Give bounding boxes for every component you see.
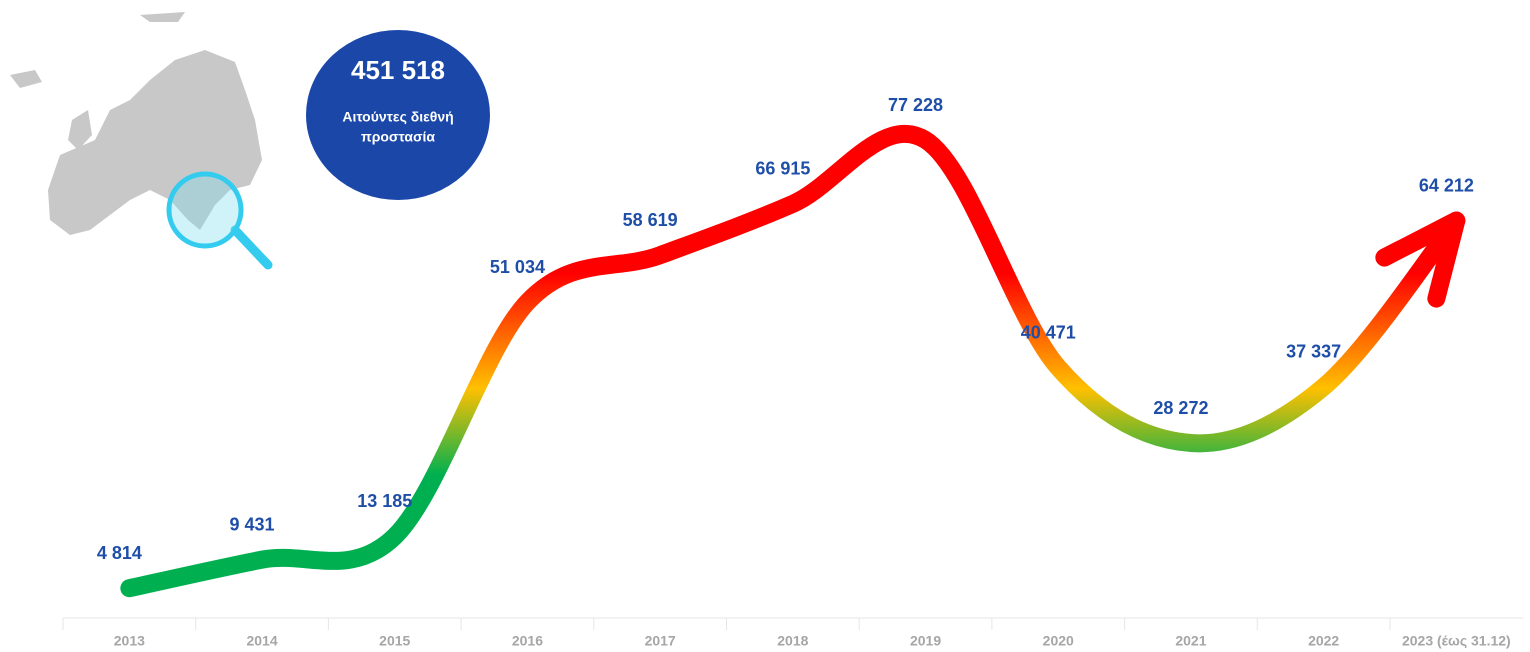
data-label: 28 272	[1153, 398, 1208, 418]
magnifier	[166, 171, 273, 270]
data-label: 13 185	[357, 491, 412, 511]
x-tick-label: 2015	[379, 633, 410, 649]
x-tick-label: 2021	[1175, 633, 1206, 649]
data-label: 66 915	[755, 159, 810, 179]
europe-map	[10, 12, 262, 235]
x-tick-label: 2014	[246, 633, 277, 649]
x-tick-label: 2019	[910, 633, 941, 649]
x-tick-label: 2023 (έως 31.12)	[1402, 633, 1511, 649]
summary-value: 451 518	[351, 55, 445, 85]
summary-text: Αιτούντες διεθνή	[342, 109, 453, 125]
x-tick-label: 2022	[1308, 633, 1339, 649]
arrow-head	[1375, 211, 1466, 308]
x-tick-label: 2017	[645, 633, 676, 649]
data-label: 58 619	[623, 210, 678, 230]
x-tick-label: 2018	[777, 633, 808, 649]
x-tick-label: 2016	[512, 633, 543, 649]
data-label: 37 337	[1286, 342, 1341, 362]
data-label: 51 034	[490, 257, 545, 277]
data-label: 4 814	[97, 543, 142, 563]
data-label: 64 212	[1419, 175, 1474, 195]
line	[120, 124, 1466, 598]
x-tick-label: 2020	[1043, 633, 1074, 649]
x-tick-label: 2013	[114, 633, 145, 649]
data-label: 40 471	[1021, 322, 1076, 342]
data-label: 77 228	[888, 95, 943, 115]
summary-text: προστασία	[361, 129, 435, 145]
summary-bubble	[306, 30, 490, 200]
data-label: 9 431	[230, 514, 275, 534]
